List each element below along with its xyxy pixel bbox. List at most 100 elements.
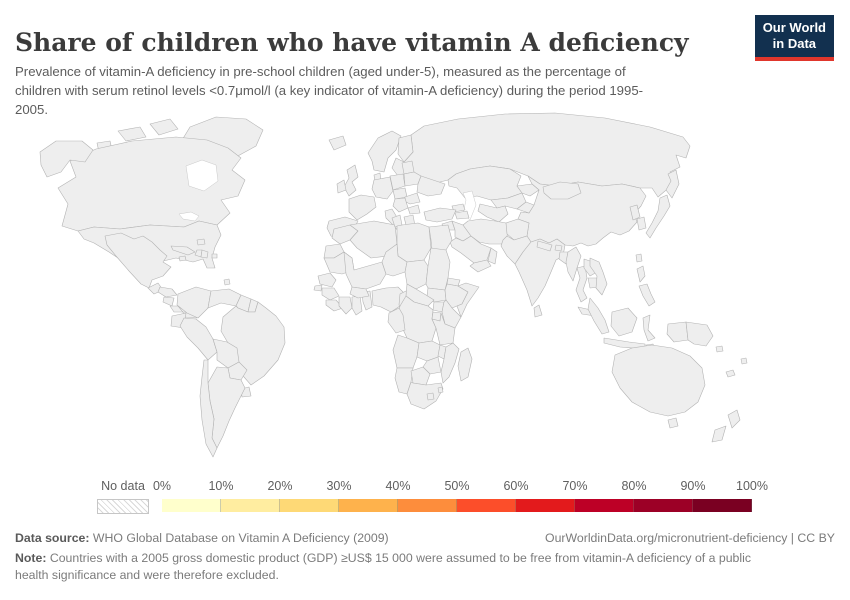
country-bangladesh[interactable] <box>558 251 569 265</box>
country-russia-kamchatka[interactable] <box>665 169 680 199</box>
country-indonesia-sulawesi[interactable] <box>642 314 656 342</box>
country-burkina-faso[interactable] <box>349 286 370 299</box>
country-armenia-azerbaijan[interactable] <box>454 210 470 220</box>
country-japan[interactable] <box>645 194 671 239</box>
country-tanzania[interactable] <box>431 312 456 346</box>
country-egypt[interactable] <box>428 224 453 251</box>
legend-cell[interactable] <box>457 499 516 512</box>
country-peru[interactable] <box>179 317 218 361</box>
country-new-caledonia[interactable] <box>725 369 736 378</box>
country-sudan[interactable] <box>425 247 451 291</box>
country-honduras[interactable] <box>157 286 178 298</box>
country-iceland[interactable] <box>328 135 347 151</box>
country-indonesia-papua[interactable] <box>666 321 689 343</box>
country-ghana[interactable] <box>351 295 363 316</box>
country-ireland[interactable] <box>336 179 347 194</box>
country-turkmenistan[interactable] <box>477 203 509 223</box>
country-north-korea[interactable] <box>629 204 641 221</box>
country-thailand[interactable] <box>575 265 588 303</box>
country-taiwan[interactable] <box>635 253 643 263</box>
country-senegal[interactable] <box>317 272 337 288</box>
country-ukraine[interactable] <box>416 175 446 197</box>
country-turkey[interactable] <box>423 207 457 223</box>
country-sierra-leone-liberia[interactable] <box>325 299 344 312</box>
legend-no-data-swatch[interactable] <box>97 499 149 514</box>
country-ivory-coast[interactable] <box>338 296 353 315</box>
country-united-kingdom[interactable] <box>343 164 359 197</box>
country-tasmania[interactable] <box>667 417 679 429</box>
legend-cell[interactable] <box>221 499 280 512</box>
country-south-korea[interactable] <box>636 216 647 231</box>
country-dominican-republic[interactable] <box>200 249 209 259</box>
country-tajikistan[interactable] <box>516 201 535 214</box>
country-nepal[interactable] <box>536 240 553 252</box>
country-philippines-north[interactable] <box>636 265 646 283</box>
country-zimbabwe[interactable] <box>422 356 442 375</box>
legend-cell[interactable] <box>575 499 634 512</box>
country-venezuela[interactable] <box>207 288 242 309</box>
country-nicaragua[interactable] <box>162 296 175 307</box>
country-mali[interactable] <box>343 251 387 290</box>
country-madagascar[interactable] <box>457 347 473 382</box>
country-gabon-congo[interactable] <box>387 307 406 334</box>
legend-cell[interactable] <box>280 499 339 512</box>
country-new-zealand-north[interactable] <box>727 409 741 429</box>
country-botswana[interactable] <box>410 366 431 386</box>
country-guinea[interactable] <box>321 287 340 301</box>
country-solomon-islands[interactable] <box>715 345 724 353</box>
country-bulgaria[interactable] <box>407 204 421 215</box>
country-yemen[interactable] <box>469 259 492 273</box>
country-australia[interactable] <box>611 344 706 417</box>
country-guinea-bissau[interactable] <box>313 284 323 292</box>
owid-url-link[interactable]: OurWorldinData.org/micronutrient-deficie… <box>545 531 835 545</box>
country-jamaica[interactable] <box>178 255 187 262</box>
owid-logo[interactable]: Our World in Data <box>754 15 834 61</box>
country-chile[interactable] <box>199 359 218 458</box>
country-south-africa[interactable] <box>406 381 444 410</box>
country-angola[interactable] <box>392 334 420 369</box>
legend-cell[interactable] <box>634 499 693 512</box>
legend-color-scale <box>162 499 752 512</box>
country-cuba[interactable] <box>170 245 196 256</box>
country-lesotho[interactable] <box>426 392 435 401</box>
country-bhutan[interactable] <box>554 244 563 252</box>
country-kyrgyzstan[interactable] <box>516 183 540 197</box>
country-myanmar[interactable] <box>565 246 582 282</box>
country-oman[interactable] <box>487 247 498 265</box>
country-india[interactable] <box>514 238 566 307</box>
country-libya[interactable] <box>396 222 432 263</box>
country-poland[interactable] <box>389 173 406 191</box>
country-bahamas[interactable] <box>196 238 206 246</box>
country-indonesia-sumatra[interactable] <box>587 297 610 335</box>
legend-cell[interactable] <box>339 499 398 512</box>
country-trinidad[interactable] <box>223 278 231 286</box>
country-swaziland[interactable] <box>437 386 444 394</box>
country-philippines-south[interactable] <box>638 283 656 307</box>
legend-cell[interactable] <box>693 499 752 512</box>
country-mongolia[interactable] <box>542 181 582 200</box>
country-indonesia-borneo[interactable] <box>610 307 638 337</box>
country-fiji[interactable] <box>740 357 748 365</box>
legend-cell[interactable] <box>516 499 575 512</box>
country-arctic-islands[interactable] <box>117 126 147 142</box>
country-mexico[interactable] <box>104 232 172 289</box>
country-baltics[interactable] <box>401 160 415 175</box>
country-colombia[interactable] <box>176 286 212 319</box>
country-alaska[interactable] <box>39 140 94 178</box>
country-france[interactable] <box>348 194 377 221</box>
country-germany[interactable] <box>371 176 394 200</box>
country-algeria[interactable] <box>349 220 398 259</box>
country-norway-sweden[interactable] <box>367 130 402 173</box>
legend-cell[interactable] <box>398 499 457 512</box>
country-new-zealand-south[interactable] <box>711 425 727 443</box>
legend-cell[interactable] <box>162 499 221 512</box>
country-mozambique[interactable] <box>440 342 460 384</box>
country-vietnam[interactable] <box>589 257 608 296</box>
country-sri-lanka[interactable] <box>533 304 543 318</box>
country-puerto-rico[interactable] <box>211 253 218 259</box>
country-arctic-islands[interactable] <box>149 118 179 136</box>
country-papua-new-guinea[interactable] <box>685 321 714 347</box>
country-balkans[interactable] <box>392 197 409 213</box>
country-china[interactable] <box>517 175 647 247</box>
country-finland[interactable] <box>397 134 414 163</box>
